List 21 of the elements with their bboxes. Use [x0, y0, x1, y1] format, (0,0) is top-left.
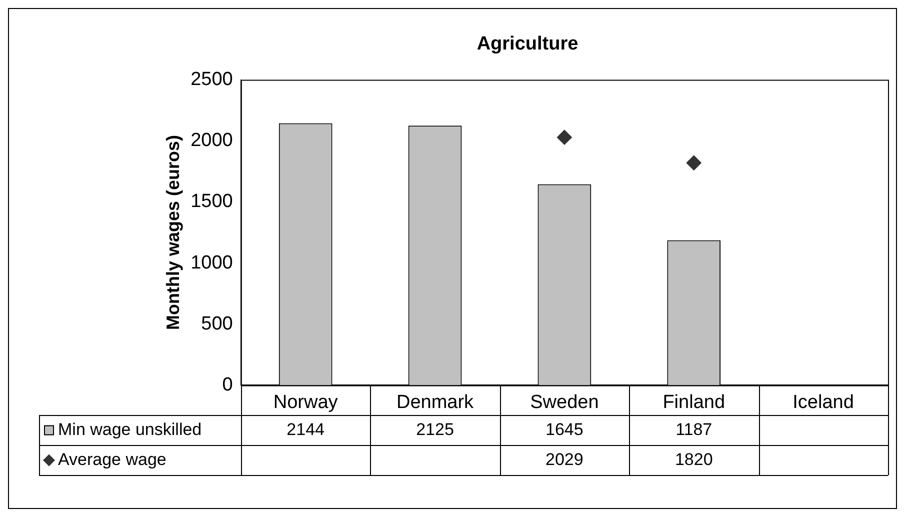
y-axis-title: Monthly wages (euros): [162, 134, 183, 330]
x-tick-label: Iceland: [792, 392, 854, 413]
data-label: 1820: [674, 450, 713, 469]
y-tick-label: 2000: [190, 130, 233, 152]
legend-label: Min wage unskilled: [58, 420, 202, 439]
legend-label: Average wage: [58, 450, 166, 469]
y-tick-label: 2500: [190, 69, 233, 90]
y-tick-label: 1000: [190, 252, 233, 274]
x-tick-label: Sweden: [530, 392, 599, 413]
y-tick-label: 1500: [190, 191, 233, 212]
data-label: 2144: [286, 420, 324, 439]
y-tick-label: 0: [222, 374, 233, 396]
data-label: 2029: [546, 450, 584, 469]
data-label: 1187: [676, 420, 712, 439]
data-label: 2125: [416, 420, 454, 439]
x-tick-label: Finland: [662, 392, 726, 413]
chart-title: Agriculture: [476, 34, 578, 55]
x-tick-label: Norway: [273, 392, 338, 413]
y-tick-label: 500: [201, 313, 233, 334]
data-label: 1645: [546, 420, 584, 439]
x-tick-label: Denmark: [396, 392, 474, 413]
